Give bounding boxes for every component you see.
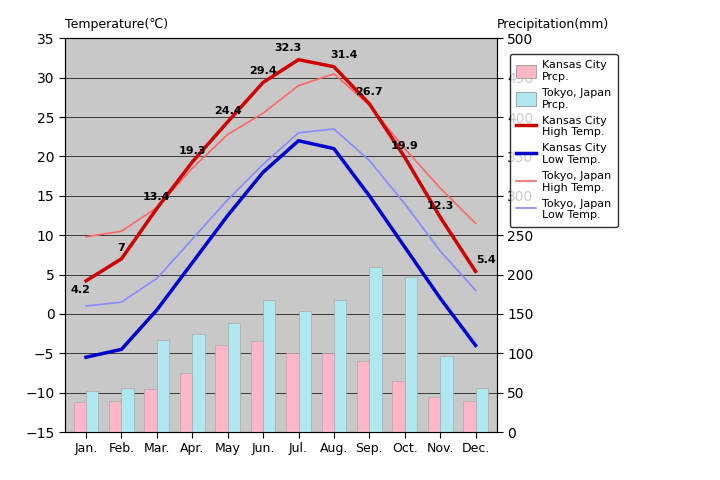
Bar [322,353,334,432]
Bar [392,381,405,432]
Bar [228,324,240,432]
Text: 29.4: 29.4 [249,66,277,76]
Bar [334,300,346,432]
Text: 19.9: 19.9 [391,141,418,151]
Bar [192,335,204,432]
Bar [299,311,311,432]
Bar [357,361,369,432]
Text: 12.3: 12.3 [426,201,454,211]
Text: 4.2: 4.2 [71,285,91,295]
Text: 32.3: 32.3 [274,43,302,53]
Text: Temperature(℃): Temperature(℃) [65,18,168,31]
Bar [145,389,157,432]
Bar [369,267,382,432]
Bar [475,388,488,432]
Bar [440,356,453,432]
Bar [86,391,99,432]
Bar [463,400,475,432]
Text: 19.3: 19.3 [179,146,206,156]
Bar [263,300,276,432]
Text: 5.4: 5.4 [477,255,496,265]
Text: 13.4: 13.4 [143,192,171,202]
Legend: Kansas City
Prcp., Tokyo, Japan
Prcp., Kansas City
High Temp., Kansas City
Low T: Kansas City Prcp., Tokyo, Japan Prcp., K… [510,54,618,227]
Text: 24.4: 24.4 [214,106,242,116]
Text: 26.7: 26.7 [356,87,383,97]
Bar [286,353,299,432]
Bar [180,373,192,432]
Text: 7: 7 [117,242,125,252]
Bar [73,402,86,432]
Text: 31.4: 31.4 [330,50,359,60]
Bar [215,346,228,432]
Bar [109,400,122,432]
Bar [122,388,134,432]
Bar [251,341,263,432]
Text: Precipitation(mm): Precipitation(mm) [497,18,609,31]
Bar [428,396,440,432]
Bar [405,277,417,432]
Bar [157,340,169,432]
